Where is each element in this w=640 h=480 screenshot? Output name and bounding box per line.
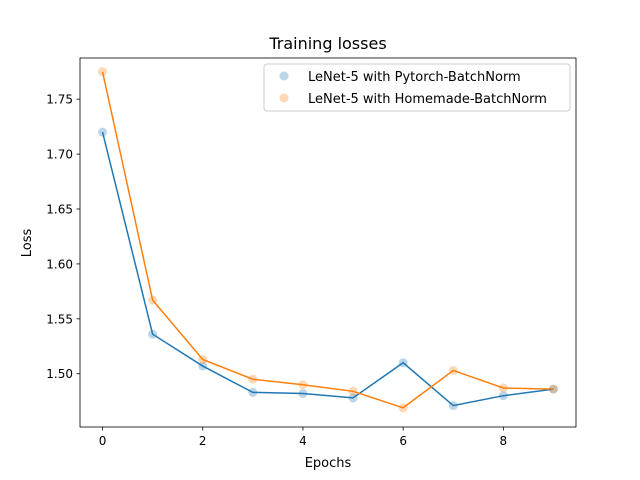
legend-label-series-2: LeNet-5 with Homemade-BatchNorm xyxy=(308,92,547,107)
legend: LeNet-5 with Pytorch-BatchNorm LeNet-5 w… xyxy=(263,63,571,112)
series-2-point xyxy=(98,67,108,77)
series-2-point xyxy=(198,354,208,364)
plot-marks xyxy=(98,67,558,413)
x-axis-ticks: 0 2 4 6 8 xyxy=(99,427,507,448)
y-tick-label: 1.65 xyxy=(46,203,73,217)
series-1-point xyxy=(498,391,508,401)
x-tick-label: 8 xyxy=(500,434,508,448)
series-2-point xyxy=(148,295,158,305)
plot-area-frame xyxy=(79,57,577,428)
x-tick-label: 2 xyxy=(199,434,207,448)
x-axis-label: Epochs xyxy=(305,456,352,471)
series-2-point xyxy=(398,403,408,413)
series-1-line xyxy=(101,131,554,407)
series-2-point xyxy=(448,365,458,375)
y-tick-label: 1.75 xyxy=(46,93,73,107)
y-tick-label: 1.55 xyxy=(46,312,73,326)
series-2-point xyxy=(248,374,258,384)
legend-box xyxy=(263,63,571,112)
x-tick-label: 4 xyxy=(299,434,307,448)
series-2-point xyxy=(298,380,308,390)
series-2-point xyxy=(548,384,558,394)
chart-title: Training losses xyxy=(268,34,386,53)
series-1-point xyxy=(398,358,408,368)
legend-label-series-1: LeNet-5 with Pytorch-BatchNorm xyxy=(308,70,521,85)
y-tick-label: 1.50 xyxy=(46,367,73,381)
series-1-point xyxy=(448,401,458,411)
y-axis-ticks: 1.50 1.55 1.60 1.65 1.70 1.75 xyxy=(46,93,80,381)
series-1-point xyxy=(548,384,558,394)
series-2-point xyxy=(348,386,358,396)
series-1-point xyxy=(198,361,208,371)
series-2-line xyxy=(101,71,554,409)
y-tick-label: 1.70 xyxy=(46,148,73,162)
series-1-point xyxy=(298,389,308,399)
series-1-point xyxy=(148,329,158,339)
series-1-point xyxy=(348,393,358,403)
legend-marker-series-1 xyxy=(279,71,289,81)
y-axis-label: Loss xyxy=(20,229,35,258)
series-2-point xyxy=(498,383,508,393)
legend-marker-series-2 xyxy=(279,93,289,103)
series-1-point xyxy=(98,127,108,137)
y-tick-label: 1.60 xyxy=(46,257,73,271)
x-tick-label: 0 xyxy=(99,434,107,448)
x-tick-label: 6 xyxy=(399,434,407,448)
series-1-point xyxy=(248,387,258,397)
